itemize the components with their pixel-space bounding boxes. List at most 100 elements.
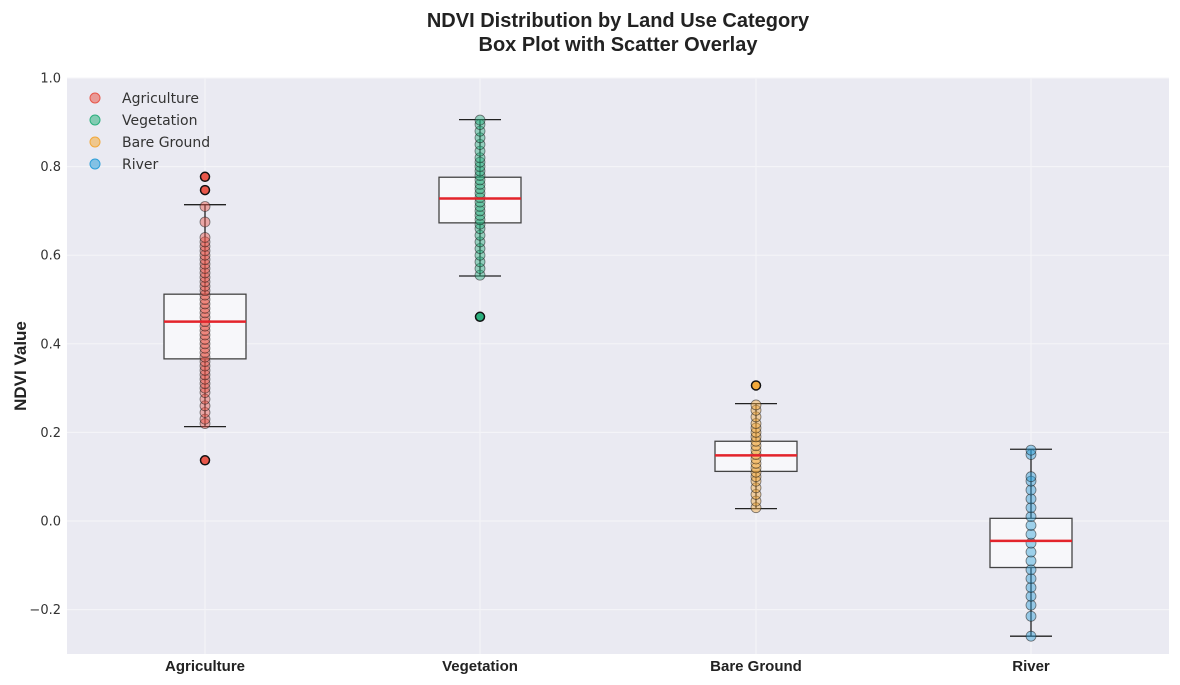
scatter-point: [750, 475, 762, 487]
scatter-point: [474, 178, 486, 190]
scatter-point: [199, 254, 211, 266]
scatter-point: [474, 201, 486, 212]
x-category-label: Vegetation: [442, 658, 518, 675]
scatter-point: [199, 216, 211, 228]
y-tick-label: 1.0: [40, 72, 61, 87]
scatter-point: [199, 378, 211, 390]
scatter-point: [199, 351, 211, 363]
outlier-point: [199, 171, 211, 183]
scatter-point: [1025, 471, 1037, 483]
box-iqr: [989, 517, 1073, 569]
scatter-point: [199, 347, 211, 359]
scatter-point: [199, 333, 211, 345]
scatter-point: [1025, 599, 1037, 611]
scatter-point: [199, 338, 211, 350]
box-layer: [163, 114, 1073, 642]
y-tick-label: 0.8: [40, 160, 61, 175]
scatter-point: [199, 387, 211, 398]
scatter-point: [199, 201, 211, 212]
legend-marker: [89, 158, 101, 170]
scatter-point: [474, 223, 486, 235]
scatter-point: [1025, 520, 1037, 531]
y-tick-label: −0.2: [29, 603, 61, 618]
scatter-point: [1025, 546, 1037, 558]
y-tick-label: 0.2: [40, 426, 61, 441]
x-category-label: Bare Ground: [710, 658, 802, 675]
scatter-point: [1025, 564, 1037, 576]
scatter-point: [199, 356, 211, 367]
outlier-point: [199, 455, 211, 466]
scatter-point: [1025, 493, 1037, 505]
legend-label: Bare Ground: [122, 135, 210, 151]
scatter-point: [199, 271, 211, 283]
box-group-river: [989, 444, 1073, 642]
scatter-point: [474, 214, 486, 226]
scatter-point: [199, 289, 211, 301]
scatter-point: [1025, 511, 1037, 522]
legend-marker: [89, 114, 101, 126]
legend-marker: [89, 136, 101, 148]
scatter-point: [750, 435, 762, 447]
scatter-point: [199, 263, 211, 274]
scatter-point: [474, 205, 486, 217]
scatter-point: [474, 161, 486, 173]
scatter-point: [750, 458, 762, 469]
scatter-point: [1025, 502, 1037, 514]
box-group-vegetation: [438, 114, 522, 323]
legend-label: Vegetation: [122, 113, 198, 129]
scatter-point: [1025, 444, 1037, 456]
scatter-point: [199, 298, 211, 310]
x-category-label: Agriculture: [165, 658, 245, 675]
scatter-point: [199, 280, 211, 292]
scatter-point: [199, 240, 211, 252]
scatter-point: [474, 165, 486, 177]
box-group-agriculture: [163, 171, 247, 466]
scatter-point: [474, 174, 486, 186]
scatter-point: [474, 114, 486, 126]
scatter-point: [750, 431, 762, 443]
scatter-point: [750, 440, 762, 452]
scatter-point: [199, 329, 211, 341]
y-tick-label: 0.6: [40, 249, 61, 264]
scatter-point: [474, 183, 486, 195]
scatter-point: [1025, 484, 1037, 496]
scatter-point: [199, 307, 211, 319]
scatter-point: [474, 218, 486, 230]
scatter-point: [1025, 610, 1037, 622]
legend-label: Agriculture: [122, 91, 199, 107]
scatter-point: [750, 471, 762, 483]
legend-marker: [89, 92, 101, 104]
scatter-point: [199, 294, 211, 305]
scatter-point: [1025, 582, 1037, 593]
outlier-point: [474, 311, 486, 323]
scatter-point: [750, 426, 762, 438]
y-axis-ticks: −0.2 0.0 0.2 0.4 0.6 0.8 1.0: [29, 72, 61, 619]
y-tick-label: 0.4: [40, 337, 61, 352]
scatter-point: [199, 249, 211, 261]
box-group-bare-ground: [714, 380, 798, 514]
scatter-point: [474, 156, 486, 168]
scatter-point: [474, 119, 486, 130]
outlier-point: [750, 380, 762, 391]
legend: Agriculture Vegetation Bare Ground River: [89, 91, 210, 173]
y-axis-title: NDVI Value: [11, 321, 30, 411]
scatter-point: [474, 209, 486, 221]
scatter-point: [199, 232, 211, 243]
scatter-point: [199, 267, 211, 279]
scatter-point: [199, 418, 211, 429]
plot-area: [67, 78, 1169, 654]
scatter-point: [199, 302, 211, 314]
scatter-point: [474, 170, 486, 181]
legend-label: River: [122, 157, 159, 173]
scatter-point: [199, 360, 211, 372]
scatter-point: [199, 364, 211, 376]
scatter-point: [1025, 528, 1037, 540]
scatter-point: [199, 382, 211, 394]
chart-title: NDVI Distribution by Land Use Category: [427, 10, 810, 32]
scatter-point: [199, 373, 211, 385]
scatter-point: [750, 466, 762, 478]
scatter-point: [199, 236, 211, 248]
scatter-point: [1025, 590, 1037, 602]
scatter-point: [1025, 630, 1037, 642]
